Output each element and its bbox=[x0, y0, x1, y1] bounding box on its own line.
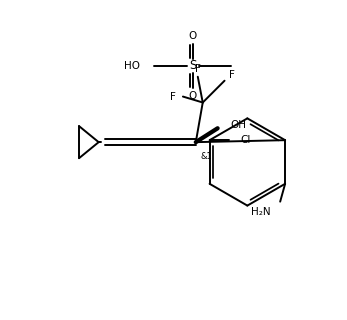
Text: OH: OH bbox=[230, 120, 246, 130]
Text: Cl: Cl bbox=[240, 135, 251, 145]
Text: HO: HO bbox=[124, 61, 140, 71]
Text: H₂N: H₂N bbox=[251, 206, 270, 217]
Text: &1: &1 bbox=[201, 152, 212, 161]
Text: S: S bbox=[189, 59, 196, 72]
Text: F: F bbox=[229, 70, 235, 80]
Text: O: O bbox=[189, 91, 197, 100]
Text: F: F bbox=[170, 92, 176, 101]
Text: F: F bbox=[195, 64, 201, 74]
Text: O: O bbox=[189, 31, 197, 41]
